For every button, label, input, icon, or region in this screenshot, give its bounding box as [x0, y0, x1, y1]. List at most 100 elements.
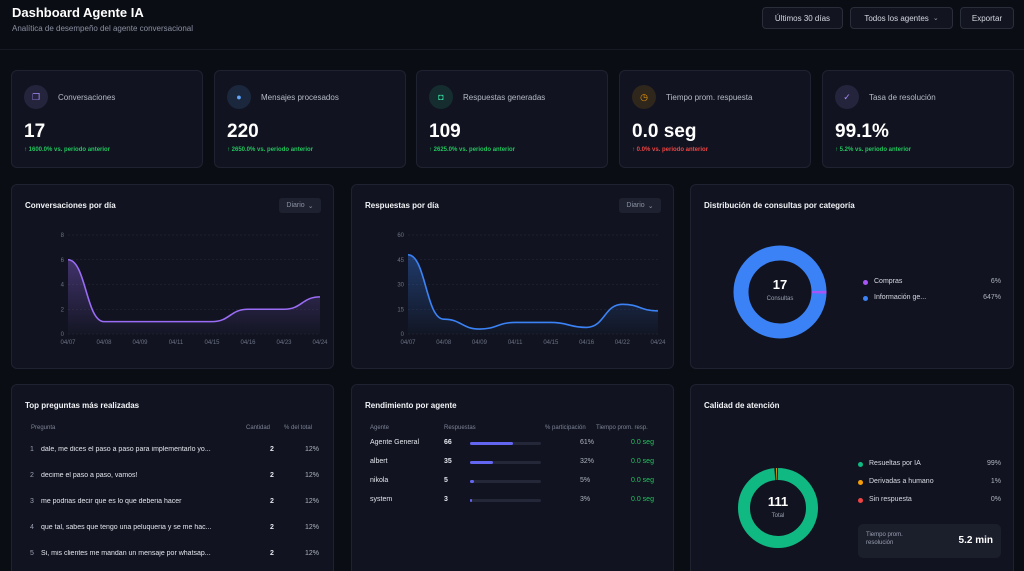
legend-swatch	[858, 498, 863, 503]
kpi-card: ❐ Conversaciones 17 ↑ 1600.0% vs. periodo a…	[11, 70, 203, 168]
x-tick-label: 04/07	[400, 340, 416, 346]
donut-slice	[733, 245, 827, 339]
share-bar-fill	[470, 499, 473, 502]
x-tick-label: 04/11	[508, 340, 523, 346]
x-tick-label: 04/15	[543, 340, 559, 346]
series-line	[407, 254, 659, 330]
legend-value: 6%	[990, 278, 1001, 285]
legend-item: Sin respuesta 0%	[858, 496, 1001, 506]
dropdown-label: Diario	[626, 202, 645, 209]
question-percent: 12%	[305, 446, 320, 453]
x-tick-label: 04/15	[204, 340, 220, 346]
table-row[interactable]: Agente General 66 61% 0.0 seg	[352, 439, 675, 453]
col-header-responses: Respuestas	[444, 425, 476, 431]
legend-label: Resueltas por IA	[869, 460, 921, 467]
agent-avg-time: 0.0 seg	[631, 477, 654, 484]
check-circle-icon: ✓	[835, 85, 859, 109]
question-percent: 12%	[305, 524, 320, 531]
agent-performance-card: Rendimiento por agente Agente Respuestas…	[351, 384, 674, 571]
legend-value: 1%	[990, 478, 1001, 485]
legend-item: Derivadas a humano 1%	[858, 478, 1001, 488]
col-header-share: % participación	[545, 425, 586, 431]
donut-center-value: 111	[767, 494, 789, 509]
y-tick-label: 30	[397, 283, 404, 289]
col-header-question: Pregunta	[31, 425, 56, 431]
y-tick-label: 8	[61, 233, 65, 239]
kpi-value: 99.1%	[835, 121, 889, 142]
legend-label: Compras	[874, 278, 903, 285]
chart-title: Calidad de atención	[704, 401, 780, 410]
top-questions-card: Top preguntas más realizadas Pregunta Ca…	[11, 384, 334, 571]
legend-item: Resueltas por IA 99%	[858, 460, 1001, 470]
conversations-line-chart: 0 2 4 6 8 04/07 04/08 04/09 04/11 04/15 04/16 04/23…	[60, 233, 328, 346]
share-bar-track	[470, 461, 541, 464]
kpi-value: 220	[227, 121, 259, 142]
x-tick-label: 04/09	[472, 340, 488, 346]
x-tick-label: 04/09	[132, 340, 148, 346]
avg-resolution-value: 5.2 min	[958, 535, 993, 546]
table-row[interactable]: nikola 5 5% 0.0 seg	[352, 477, 675, 491]
row-index: 3	[30, 498, 34, 505]
y-tick-label: 45	[397, 258, 404, 264]
export-button[interactable]: Exportar	[960, 7, 1014, 29]
period-button[interactable]: Últimos 30 días	[762, 7, 843, 29]
legend-label: Derivadas a humano	[869, 478, 934, 485]
share-bar-fill	[470, 442, 514, 445]
quality-card: Calidad de atención 111 Total Resueltas …	[690, 384, 1014, 571]
categories-card: Distribución de consultas por categoría …	[690, 184, 1014, 369]
series-area	[68, 259, 320, 334]
kpi-label: Mensajes procesados	[261, 93, 339, 102]
table-row[interactable]: 1 dale, me dices el paso a paso para impl…	[20, 443, 327, 459]
page-title: Dashboard Agente IA	[12, 5, 144, 20]
chat-bubbles-icon: ❐	[24, 85, 48, 109]
conversations-chart-card: Conversaciones por día Diario ⌄ 0 2 4 6 8 04/0…	[11, 184, 334, 369]
share-bar-fill	[470, 480, 474, 483]
kpi-card: ✓ Tasa de resolución 99.1% ↑ 5.2% vs. perio…	[822, 70, 1014, 168]
question-text: decime el paso a paso, vamos!	[41, 472, 138, 479]
resp-interval-dropdown[interactable]: Diario ⌄	[619, 198, 661, 213]
legend-value: 99%	[986, 460, 1001, 467]
agent-share: 3%	[580, 496, 591, 503]
table-row[interactable]: 5 Si, mis clientes me mandan un mensaje p…	[20, 547, 327, 563]
categories-donut-chart	[733, 245, 827, 339]
y-tick-label: 15	[397, 307, 404, 313]
table-row[interactable]: system 3 3% 0.0 seg	[352, 496, 675, 510]
agents-select[interactable]: Todos los agentes ⌄	[850, 7, 953, 29]
share-bar-fill	[470, 461, 493, 464]
chevron-down-icon: ⌄	[647, 202, 654, 210]
x-tick-label: 04/16	[579, 340, 595, 346]
robot-icon: ◘	[429, 85, 453, 109]
table-title: Top preguntas más realizadas	[25, 401, 140, 410]
table-row[interactable]: 2 decime el paso a paso, vamos! 2 12%	[20, 469, 327, 485]
table-row[interactable]: albert 35 32% 0.0 seg	[352, 458, 675, 472]
agent-responses: 35	[444, 458, 452, 465]
row-index: 4	[30, 524, 34, 531]
donut-center-label: Total	[771, 513, 785, 519]
question-text: dale, me dices el paso a paso para imple…	[41, 446, 211, 453]
clock-icon: ◷	[632, 85, 656, 109]
agent-share: 61%	[580, 439, 595, 446]
agents-select-label: Todos los agentes	[864, 13, 929, 23]
legend-swatch	[858, 462, 863, 467]
conv-interval-dropdown[interactable]: Diario ⌄	[279, 198, 321, 213]
agent-name: system	[370, 496, 393, 503]
donut-slice	[733, 245, 827, 339]
row-index: 2	[30, 472, 34, 479]
export-label: Exportar	[971, 13, 1003, 23]
table-row[interactable]: 4 que tal, sabes que tengo una peluqueria…	[20, 521, 327, 537]
table-row[interactable]: 3 me podrias decir que es lo que deberia …	[20, 495, 327, 511]
kpi-delta: ↑ 5.2% vs. periodo anterior	[835, 147, 912, 153]
y-tick-label: 0	[401, 332, 405, 338]
col-header-count: Cantidad	[246, 425, 271, 431]
legend-value: 0%	[990, 496, 1001, 503]
agent-avg-time: 0.0 seg	[631, 496, 654, 503]
share-bar-track	[470, 499, 541, 502]
x-tick-label: 04/07	[60, 340, 76, 346]
x-tick-label: 04/11	[169, 340, 184, 346]
row-index: 1	[30, 446, 34, 453]
x-tick-label: 04/23	[276, 340, 292, 346]
question-count: 2	[270, 524, 274, 531]
agent-avg-time: 0.0 seg	[631, 439, 654, 446]
x-tick-label: 04/08	[436, 340, 452, 346]
legend-label: Sin respuesta	[869, 496, 912, 503]
